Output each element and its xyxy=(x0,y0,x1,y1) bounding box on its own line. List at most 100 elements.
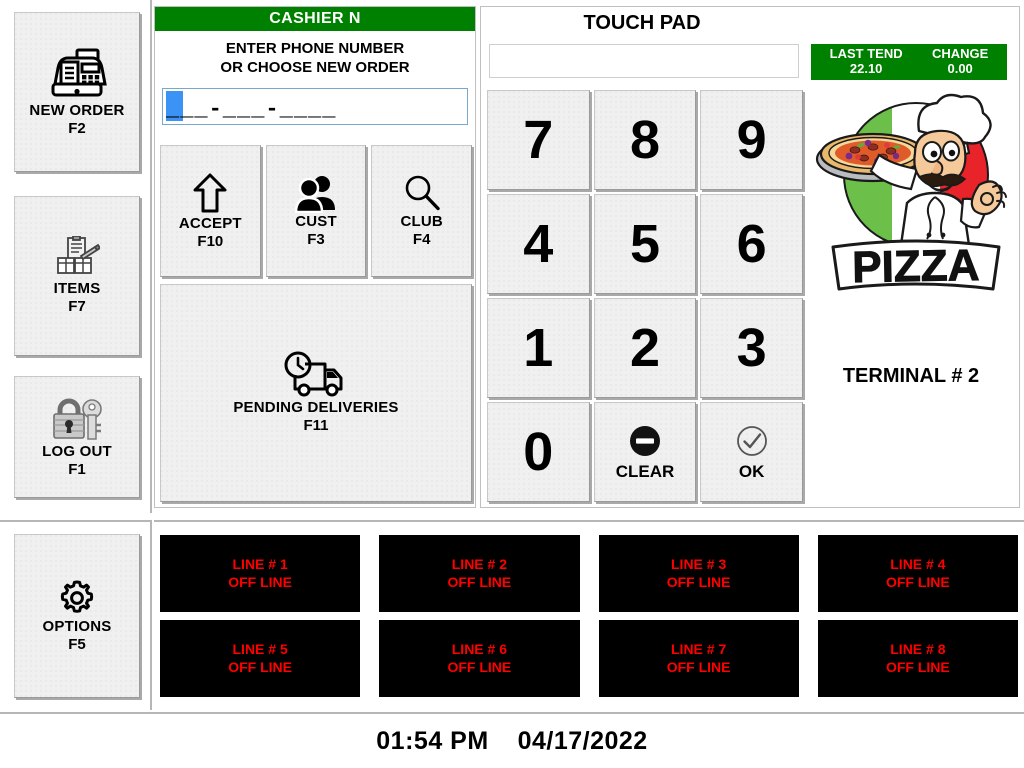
sidebar-item-items[interactable]: ITEMS F7 xyxy=(14,196,140,356)
sidebar-item-key: F2 xyxy=(68,120,86,137)
club-label: CLUB xyxy=(400,213,443,231)
options-key: F5 xyxy=(68,636,86,653)
pending-deliveries-label: PENDING DELIVERIES xyxy=(233,399,399,417)
options-button[interactable]: OPTIONS F5 xyxy=(14,534,140,698)
line-state: OFF LINE xyxy=(666,658,731,675)
footer-time: 01:54 PM xyxy=(376,726,489,755)
line-state: OFF LINE xyxy=(228,573,293,590)
sidebar-item-label: NEW ORDER xyxy=(29,102,125,120)
key-4[interactable]: 4 xyxy=(487,194,590,294)
delivery-truck-clock-icon xyxy=(283,351,349,399)
text-caret xyxy=(166,90,183,121)
key-0[interactable]: 0 xyxy=(487,402,590,502)
change-label: CHANGE xyxy=(931,46,989,62)
change-cell: CHANGE 0.00 xyxy=(932,47,988,76)
lock-key-icon xyxy=(48,395,106,443)
key-1[interactable]: 1 xyxy=(487,298,590,398)
sidebar-item-key: F7 xyxy=(68,298,86,315)
pending-deliveries-button[interactable]: PENDING DELIVERIES F11 xyxy=(160,284,472,502)
terminal-label: TERMINAL # 2 xyxy=(842,365,980,387)
line-state: OFF LINE xyxy=(885,658,950,675)
options-label: OPTIONS xyxy=(42,618,112,636)
line-status-cell[interactable]: LINE # 6 OFF LINE xyxy=(379,620,580,697)
line-status-cell[interactable]: LINE # 8 OFF LINE xyxy=(817,620,1018,697)
key-label: 8 xyxy=(629,110,661,170)
sidebar-item-label: LOG OUT xyxy=(42,443,112,461)
club-button[interactable]: CLUB F4 xyxy=(371,145,473,277)
line-name: LINE # 6 xyxy=(451,641,507,657)
line-status-cell[interactable]: LINE # 4 OFF LINE xyxy=(817,535,1018,612)
key-label: CLEAR xyxy=(615,461,675,481)
key-label: 4 xyxy=(523,214,554,274)
cashier-header: CASHIER N xyxy=(155,7,475,31)
people-icon xyxy=(295,173,337,214)
options-zone: OPTIONS F5 xyxy=(0,520,152,710)
last-tend-value: 22.10 xyxy=(849,61,883,76)
line-name: LINE # 8 xyxy=(890,641,946,657)
pending-deliveries-key: F11 xyxy=(303,417,329,434)
key-label: 7 xyxy=(523,110,554,170)
key-9[interactable]: 9 xyxy=(700,90,803,190)
key-label: 3 xyxy=(736,318,767,378)
line-status-zone: LINE # 1 OFF LINE LINE # 2 OFF LINE LINE… xyxy=(154,520,1024,710)
key-3[interactable]: 3 xyxy=(700,298,803,398)
line-status-grid: LINE # 1 OFF LINE LINE # 2 OFF LINE LINE… xyxy=(160,535,1018,697)
check-circle-icon xyxy=(733,422,771,460)
key-label: 6 xyxy=(736,214,767,274)
key-label: 2 xyxy=(629,318,661,378)
pizza-chef-logo: PIZZA xyxy=(811,87,1011,299)
key-clear[interactable]: CLEAR xyxy=(593,402,697,502)
line-state: OFF LINE xyxy=(447,658,512,675)
line-status-cell[interactable]: LINE # 1 OFF LINE xyxy=(160,535,361,612)
sidebar-item-new-order[interactable]: NEW ORDER F2 xyxy=(14,12,140,172)
last-tend-cell: LAST TEND 22.10 xyxy=(830,47,903,76)
cust-button[interactable]: CUST F3 xyxy=(265,145,367,277)
key-8[interactable]: 8 xyxy=(593,90,697,190)
club-key: F4 xyxy=(412,231,431,248)
prompt-line-1: ENTER PHONE NUMBER xyxy=(225,40,405,57)
clock-display: 01:54 PM 04/17/2022 xyxy=(376,727,647,756)
cust-key: F3 xyxy=(307,231,325,248)
key-5[interactable]: 5 xyxy=(593,194,697,294)
sidebar-item-log-out[interactable]: LOG OUT F1 xyxy=(14,376,140,498)
line-name: LINE # 5 xyxy=(232,641,288,657)
cash-register-icon xyxy=(46,46,108,102)
line-name: LINE # 3 xyxy=(671,556,727,572)
phone-number-input[interactable]: ___-___-____ xyxy=(162,87,468,125)
line-name: LINE # 7 xyxy=(671,641,727,657)
line-status-cell[interactable]: LINE # 5 OFF LINE xyxy=(160,620,361,697)
change-value: 0.00 xyxy=(947,61,973,76)
minus-circle-icon xyxy=(626,422,664,460)
prompt-line-2: OR CHOOSE NEW ORDER xyxy=(220,58,410,76)
key-6[interactable]: 6 xyxy=(700,194,803,294)
key-label: 0 xyxy=(523,422,554,482)
key-7[interactable]: 7 xyxy=(487,90,590,190)
line-name: LINE # 2 xyxy=(451,556,507,572)
tender-panel: LAST TEND 22.10 CHANGE 0.00 xyxy=(811,44,1007,80)
cust-label: CUST xyxy=(295,213,337,231)
line-state: OFF LINE xyxy=(447,573,512,590)
key-label: 5 xyxy=(629,214,661,274)
accept-button[interactable]: ACCEPT F10 xyxy=(160,145,261,277)
touchpad-panel: TOUCH PAD 7 8 9 4 5 6 1 xyxy=(480,6,1020,508)
touchpad-display[interactable] xyxy=(489,44,799,78)
last-tend-label: LAST TEND xyxy=(829,46,903,62)
cashier-quick-buttons: ACCEPT F10 CUST F3 xyxy=(160,145,473,277)
key-ok[interactable]: OK xyxy=(700,402,803,502)
key-label: OK xyxy=(738,461,765,481)
key-2[interactable]: 2 xyxy=(593,298,697,398)
line-state: OFF LINE xyxy=(885,573,950,590)
footer-date: 04/17/2022 xyxy=(517,726,648,755)
line-state: OFF LINE xyxy=(228,658,293,675)
line-status-cell[interactable]: LINE # 2 OFF LINE xyxy=(379,535,580,612)
footer-bar: 01:54 PM 04/17/2022 xyxy=(0,712,1024,768)
cashier-panel: CASHIER N ENTER PHONE NUMBER OR CHOOSE N… xyxy=(154,6,476,508)
gear-icon xyxy=(57,578,97,618)
line-status-cell[interactable]: LINE # 3 OFF LINE xyxy=(598,535,799,612)
line-name: LINE # 4 xyxy=(890,556,946,572)
magnifier-icon xyxy=(402,173,442,213)
line-state: OFF LINE xyxy=(666,573,731,590)
up-arrow-icon xyxy=(191,171,229,215)
line-status-cell[interactable]: LINE # 7 OFF LINE xyxy=(598,620,799,697)
